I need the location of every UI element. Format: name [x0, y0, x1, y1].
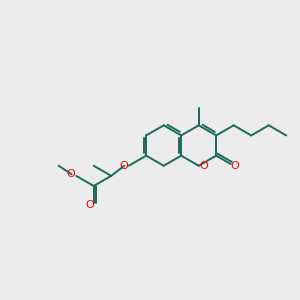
Text: O: O — [200, 161, 208, 171]
Text: O: O — [85, 200, 94, 210]
Text: O: O — [231, 161, 239, 171]
Text: O: O — [67, 169, 76, 179]
Text: O: O — [119, 161, 128, 171]
